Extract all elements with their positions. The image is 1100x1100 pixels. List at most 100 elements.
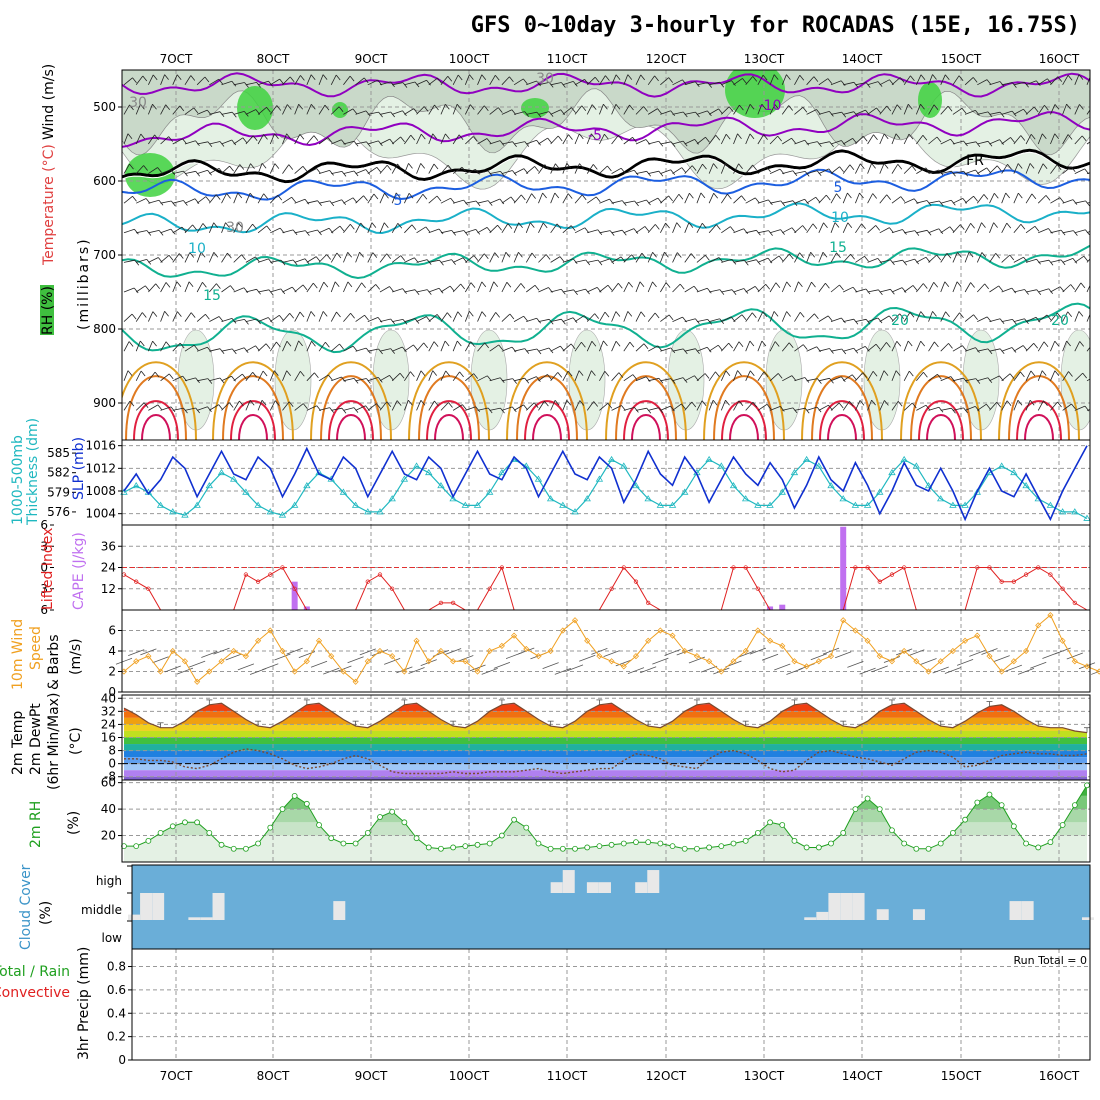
y-tick-label: 0.6: [107, 983, 126, 997]
thickness-marker: [351, 501, 360, 508]
wind-barb-staff: [282, 164, 290, 174]
wind-barb-staff: [123, 313, 133, 322]
wind-barb-staff: [696, 163, 703, 174]
wind-barb-staff: [916, 283, 924, 293]
wind-barb-staff: [977, 403, 987, 411]
wind-barb-flag: [847, 192, 852, 199]
wind-barb-staff: [282, 76, 291, 86]
wind-barb-staff: [964, 406, 976, 411]
wind-barb-staff: [1025, 134, 1032, 145]
wind-barb-flag: [959, 224, 965, 230]
y-tick-label: 8: [108, 744, 116, 758]
wind-barb-flag: [499, 377, 505, 383]
wind-barb-flag: [814, 313, 819, 320]
wind-barb-staff: [720, 163, 726, 174]
rh-high-blob: [521, 98, 549, 118]
wind-barb-flag: [1012, 319, 1017, 325]
wind-barb-staff: [574, 341, 582, 352]
wind-barb-staff: [538, 287, 549, 293]
wind-barb-flag: [556, 223, 562, 230]
run-total: Run Total = 0: [1014, 954, 1088, 967]
wind-barb-flag: [542, 222, 548, 229]
thickness-marker: [924, 481, 933, 489]
wind-barb-flag: [765, 284, 771, 290]
wind-barb-staff: [221, 111, 233, 115]
wind-barb-flag: [495, 312, 501, 318]
wind-barb-staff: [635, 252, 643, 263]
wind-barb-staff: [221, 139, 232, 145]
wind-barb-staff: [562, 193, 569, 204]
wind-barb-staff: [1086, 346, 1090, 352]
wind-barb-staff: [464, 282, 472, 293]
wind-barb-flag: [957, 252, 962, 258]
cloud-bar: [840, 893, 853, 920]
wind-barb-staff: [355, 222, 362, 233]
wind-barb-flag: [777, 135, 783, 142]
wind-barb-staff: [209, 167, 220, 174]
wind-barb-flag: [727, 193, 732, 200]
wind-barb-staff: [184, 224, 193, 234]
wind-barb-staff: [489, 224, 498, 234]
wind-barb-staff: [245, 400, 251, 411]
wind-barb-flag: [534, 166, 539, 172]
rh-marker: [547, 845, 554, 852]
wind-barb-flag: [157, 404, 163, 411]
wind-barb-flag: [902, 229, 907, 235]
wind-barb-staff: [562, 317, 574, 322]
wind-barb-flag: [752, 401, 758, 408]
wind-barb-staff: [818, 252, 824, 263]
wind-barb-flag: [730, 226, 735, 232]
wind-barb-staff: [891, 196, 902, 204]
isotherm-label: 20: [1051, 313, 1069, 329]
wind-barb-flag: [922, 134, 928, 141]
wind-barb-flag: [1070, 166, 1076, 172]
thickness-marker: [1022, 481, 1030, 489]
wind-barb-staff: [904, 230, 915, 234]
wind-barb-flag: [938, 228, 944, 235]
wind-marker: [791, 658, 798, 665]
wind-barb-flag: [165, 282, 171, 288]
wind-barb-flag: [252, 371, 258, 378]
wind-barb-staff: [257, 80, 269, 86]
wind-barb-flag: [420, 133, 426, 140]
wind-barb-flag: [359, 251, 364, 258]
wind-barb-flag: [573, 289, 578, 296]
warm-contour: [506, 361, 588, 440]
wind-barb-staff: [952, 281, 958, 293]
wind-barb-staff: [525, 222, 531, 233]
wind-barb-flag: [164, 74, 169, 80]
wind-barb-staff: [745, 104, 751, 115]
lifted-marker: [1011, 579, 1017, 584]
wind-barb-flag: [741, 195, 746, 201]
wind-barb-staff: [940, 376, 951, 382]
wind-barb-staff: [196, 346, 208, 352]
wind-barb-staff: [1086, 109, 1090, 115]
wind-barb-staff: [196, 196, 207, 204]
rh-marker: [1071, 802, 1078, 809]
wind-barb-staff: [245, 82, 257, 86]
wind-barb-staff: [769, 311, 775, 322]
wind-barb-staff: [501, 76, 510, 86]
wind-barb-staff: [1025, 106, 1035, 115]
cloud-bar: [152, 893, 165, 920]
wind-barb-flag: [399, 372, 405, 379]
wind-barb-staff: [794, 106, 804, 115]
wind-barb-flag: [523, 315, 529, 322]
wind-barb-staff: [392, 110, 403, 115]
wind-barb-flag: [773, 74, 779, 80]
wind-barb-flag: [628, 281, 634, 288]
rh-marker: [767, 819, 773, 826]
wind-barb-staff: [709, 318, 720, 322]
wind-barb-flag: [1072, 199, 1078, 205]
wind-barb-staff: [367, 222, 373, 233]
wind-barb-flag: [544, 400, 549, 407]
wind-barb-staff: [745, 286, 756, 293]
wind-barb-staff: [660, 405, 671, 411]
wind-barb-staff: [806, 406, 818, 411]
wind-barb-flag: [165, 104, 171, 110]
wind-barb-flag: [786, 281, 792, 288]
wind-barb-staff: [1037, 195, 1047, 204]
wind-barb-staff: [977, 111, 989, 115]
wind-barb-staff: [672, 111, 684, 115]
